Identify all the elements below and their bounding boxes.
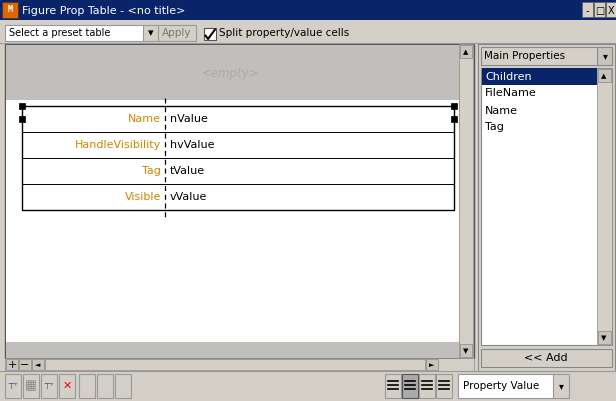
Text: ▲: ▲ [601,73,607,79]
Bar [19,116,25,122]
Bar [606,2,616,17]
Bar [482,68,597,85]
Text: Main Properties: Main Properties [484,51,565,61]
Bar [598,69,611,82]
Bar [5,374,21,398]
Text: Children: Children [485,71,532,81]
Bar [158,25,196,41]
Text: Name: Name [485,105,518,115]
Text: hvValue: hvValue [170,140,214,150]
Text: ✕: ✕ [62,381,71,391]
Text: ▦: ▦ [25,379,37,393]
Bar [451,116,457,122]
Text: FileName: FileName [485,89,537,99]
Bar [5,358,474,371]
Bar [32,359,44,370]
Text: HandleVisibility: HandleVisibility [75,140,161,150]
Bar [481,68,612,345]
Bar [594,2,605,17]
Text: Apply: Apply [162,28,192,38]
Text: Property Value: Property Value [463,381,539,391]
Text: ▼: ▼ [601,335,607,341]
Bar [582,2,593,17]
Bar [115,374,131,398]
Text: ▾: ▾ [148,28,154,38]
Text: Visible: Visible [124,192,161,202]
Bar [5,25,153,41]
Text: ►: ► [429,362,435,368]
Text: ⊤ᵀ: ⊤ᵀ [44,381,54,391]
Text: nValue: nValue [170,114,208,124]
Bar [451,103,457,109]
Bar [6,359,18,370]
Bar [597,68,612,345]
Bar [419,374,435,398]
Bar [481,47,612,65]
Bar [143,25,159,41]
Bar [0,20,616,44]
Bar [458,374,568,398]
Bar [481,349,612,367]
Text: <empty>: <empty> [202,67,260,81]
Bar [41,374,57,398]
Text: << Add: << Add [524,353,568,363]
Bar [6,100,459,342]
Text: −: − [20,360,30,370]
Bar [19,359,31,370]
Text: Split property/value cells: Split property/value cells [219,28,349,38]
Bar [45,359,425,370]
Bar [5,44,474,358]
Bar [459,44,473,358]
Text: Tag: Tag [485,122,504,132]
Text: ⊤ᵀ: ⊤ᵀ [8,381,18,391]
Bar [598,331,611,344]
Text: ▼: ▼ [463,348,469,354]
Bar [385,374,401,398]
Text: ▲: ▲ [463,49,469,55]
Text: -: - [586,6,590,16]
Text: Name: Name [128,114,161,124]
Bar [6,45,459,101]
Bar [204,28,216,40]
Bar [0,371,616,401]
Text: vValue: vValue [170,192,208,202]
Bar [460,344,472,357]
Bar [0,0,616,20]
Bar [23,374,39,398]
Text: X: X [608,6,615,16]
Bar [460,45,472,58]
Bar [6,342,459,358]
Bar [597,47,612,65]
Text: ◄: ◄ [35,362,41,368]
Text: Select a preset table: Select a preset table [9,28,110,38]
Bar [22,106,454,210]
Bar [426,359,438,370]
Bar [402,374,418,398]
Text: tValue: tValue [170,166,205,176]
Bar [19,103,25,109]
Bar [2,2,18,18]
Bar [97,374,113,398]
Bar [553,374,569,398]
Text: □: □ [595,6,604,16]
Text: M: M [7,6,12,14]
Text: ▾: ▾ [559,381,564,391]
Text: Figure Prop Table - <no title>: Figure Prop Table - <no title> [22,6,185,16]
Bar [478,44,615,371]
Text: +: + [7,360,17,370]
Bar [59,374,75,398]
Bar [436,374,452,398]
Bar [79,374,95,398]
Text: ▾: ▾ [602,51,607,61]
Text: Tag: Tag [142,166,161,176]
